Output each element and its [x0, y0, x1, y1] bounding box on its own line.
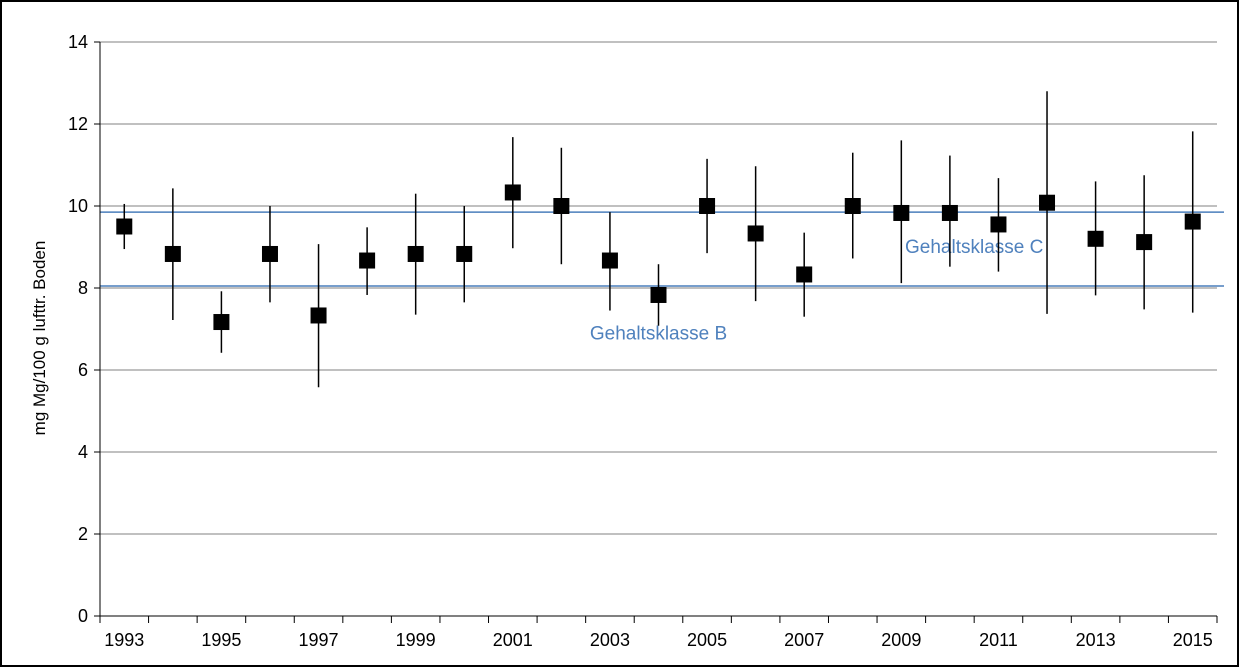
y-tick-label-8: 8 [78, 278, 88, 298]
x-tick-label-1995: 1995 [201, 630, 241, 650]
data-point-1994 [164, 245, 181, 262]
data-point-2003 [601, 252, 618, 269]
data-markers [116, 184, 1201, 331]
y-tick-label-2: 2 [78, 524, 88, 544]
axes [94, 41, 1218, 623]
reference-label-1: Gehaltsklasse C [905, 237, 1043, 258]
data-point-2009 [893, 204, 910, 221]
x-tick-label-2009: 2009 [881, 630, 921, 650]
data-point-2014 [1136, 234, 1153, 251]
data-point-2008 [844, 198, 861, 214]
x-tick-label-2003: 2003 [590, 630, 630, 650]
data-point-2006 [747, 225, 764, 242]
x-tick-label-2011: 2011 [979, 630, 1018, 650]
x-tick-label-2015: 2015 [1173, 630, 1213, 650]
tick-labels: 0 2 4 6 8 10 12 14 1993 1995 1997 1999 2001 2003 2005 2… [68, 32, 1213, 650]
data-point-2010 [941, 204, 958, 221]
data-point-2013 [1087, 230, 1104, 247]
reference-lines: Gehaltsklasse C Gehaltsklasse B [100, 211, 1224, 344]
x-tick-label-2007: 2007 [784, 630, 824, 650]
data-point-1996 [261, 245, 278, 262]
data-point-2015 [1184, 213, 1201, 230]
y-tick-label-12: 12 [68, 114, 88, 134]
data-point-2000 [456, 245, 473, 262]
data-point-2002 [553, 198, 570, 214]
data-point-1999 [407, 245, 424, 262]
data-point-1993 [116, 218, 133, 235]
x-tick-label-1999: 1999 [396, 630, 436, 650]
y-axis-label: mg Mg/100 g lufttr. Boden [30, 241, 49, 436]
x-tick-label-1997: 1997 [299, 630, 339, 650]
y-tick-label-14: 14 [68, 32, 88, 52]
data-point-2012 [1039, 194, 1056, 211]
reference-label-2: Gehaltsklasse B [590, 323, 727, 344]
data-point-2007 [796, 266, 813, 283]
data-point-1998 [359, 252, 376, 269]
data-point-1995 [213, 314, 230, 331]
x-tick-label-2013: 2013 [1076, 630, 1116, 650]
y-tick-label-4: 4 [78, 442, 88, 462]
data-point-2001 [504, 184, 521, 201]
data-point-1997 [310, 307, 327, 324]
data-point-2011 [990, 216, 1007, 233]
grid-lines [100, 41, 1217, 535]
data-point-2004 [650, 286, 667, 303]
y-tick-label-0: 0 [78, 606, 88, 626]
x-tick-label-2005: 2005 [687, 630, 727, 650]
y-tick-label-10: 10 [68, 196, 88, 216]
data-point-2005 [699, 198, 716, 214]
x-tick-label-1993: 1993 [104, 630, 144, 650]
y-tick-label-6: 6 [78, 360, 88, 380]
x-tick-label-2001: 2001 [493, 630, 533, 650]
